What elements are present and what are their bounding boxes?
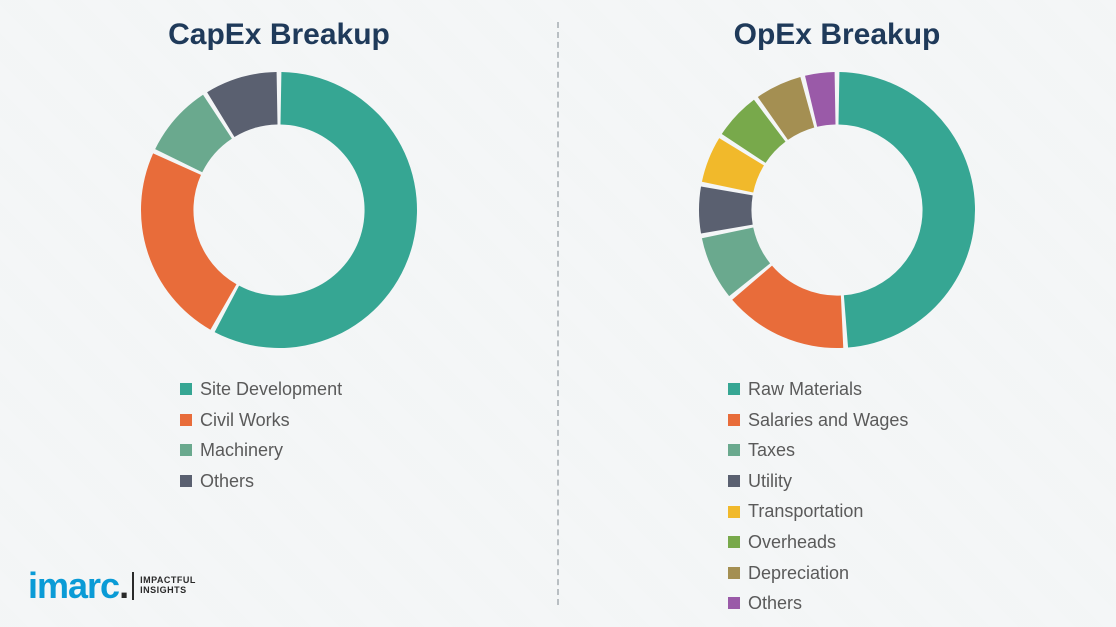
capex-legend: Site DevelopmentCivil WorksMachineryOthe…	[180, 374, 342, 496]
legend-swatch	[728, 444, 740, 456]
capex-donut	[129, 60, 429, 360]
legend-swatch	[180, 383, 192, 395]
legend-swatch	[728, 475, 740, 487]
donut-slice	[699, 187, 753, 234]
logo-text: imarc.	[28, 565, 128, 607]
legend-swatch	[180, 414, 192, 426]
legend-label: Others	[200, 466, 254, 497]
brand-logo: imarc. IMPACTFUL INSIGHTS	[28, 565, 196, 607]
legend-label: Machinery	[200, 435, 283, 466]
legend-swatch	[728, 597, 740, 609]
legend-label: Taxes	[748, 435, 795, 466]
legend-label: Raw Materials	[748, 374, 862, 405]
legend-swatch	[728, 536, 740, 548]
legend-label: Overheads	[748, 527, 836, 558]
logo-main-text: imarc	[28, 565, 119, 606]
legend-label: Salaries and Wages	[748, 405, 908, 436]
legend-item: Taxes	[728, 435, 908, 466]
legend-label: Others	[748, 588, 802, 619]
donut-slice	[838, 72, 975, 348]
chart-container: CapEx Breakup Site DevelopmentCivil Work…	[0, 0, 1116, 627]
legend-label: Civil Works	[200, 405, 290, 436]
logo-dot: .	[119, 565, 128, 606]
capex-title: CapEx Breakup	[168, 18, 390, 52]
legend-swatch	[728, 383, 740, 395]
legend-swatch	[728, 506, 740, 518]
legend-swatch	[180, 444, 192, 456]
legend-item: Civil Works	[180, 405, 342, 436]
panel-divider	[557, 22, 559, 605]
legend-item: Depreciation	[728, 558, 908, 589]
legend-item: Utility	[728, 466, 908, 497]
legend-item: Overheads	[728, 527, 908, 558]
logo-separator	[132, 572, 134, 600]
legend-swatch	[180, 475, 192, 487]
legend-label: Transportation	[748, 496, 863, 527]
capex-panel: CapEx Breakup Site DevelopmentCivil Work…	[0, 0, 558, 627]
opex-title: OpEx Breakup	[734, 18, 941, 52]
donut-slice	[141, 153, 236, 329]
legend-swatch	[728, 567, 740, 579]
legend-item: Raw Materials	[728, 374, 908, 405]
logo-tag-line1: IMPACTFUL	[140, 575, 196, 585]
legend-swatch	[728, 414, 740, 426]
legend-label: Depreciation	[748, 558, 849, 589]
opex-legend: Raw MaterialsSalaries and WagesTaxesUtil…	[728, 374, 908, 619]
legend-label: Utility	[748, 466, 792, 497]
logo-tagline: IMPACTFUL INSIGHTS	[140, 576, 196, 596]
opex-donut	[687, 60, 987, 360]
legend-label: Site Development	[200, 374, 342, 405]
legend-item: Salaries and Wages	[728, 405, 908, 436]
opex-panel: OpEx Breakup Raw MaterialsSalaries and W…	[558, 0, 1116, 627]
legend-item: Others	[180, 466, 342, 497]
legend-item: Transportation	[728, 496, 908, 527]
logo-tag-line2: INSIGHTS	[140, 585, 187, 595]
legend-item: Others	[728, 588, 908, 619]
legend-item: Machinery	[180, 435, 342, 466]
legend-item: Site Development	[180, 374, 342, 405]
